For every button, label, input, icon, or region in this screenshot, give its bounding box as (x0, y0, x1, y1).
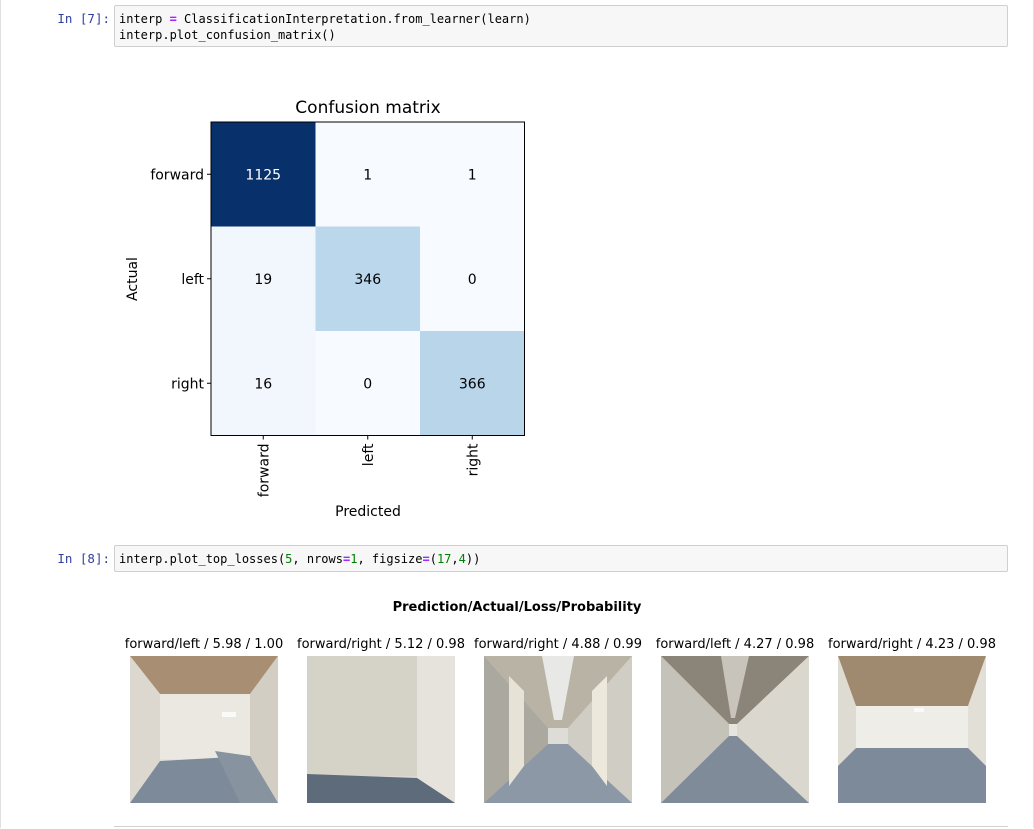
code-number: 1 (350, 552, 358, 566)
heatmap-cell (315, 226, 421, 332)
cell-value-label: 1125 (245, 167, 281, 183)
code-operator: = (422, 552, 430, 566)
cell-value-label: 1 (468, 167, 477, 183)
loss-image (307, 656, 455, 803)
heatmap-cell (420, 226, 525, 332)
heatmap-cell (211, 226, 316, 332)
code-number: 17 (436, 552, 452, 566)
loss-image (130, 656, 278, 803)
cell-prompt: In [8]: (57, 551, 110, 566)
heatmap-cell (420, 122, 525, 227)
code-operator: = (342, 552, 351, 566)
code-line: interp.plot_confusion_matrix() (119, 27, 1003, 43)
code-operator: = (169, 12, 177, 26)
loss-caption: forward/right / 4.88 / 0.99 (474, 637, 642, 652)
code-text: ClassificationInterpretation.from_learne… (176, 12, 531, 26)
heatmap-cell (211, 122, 316, 227)
code-text: interp (119, 12, 170, 26)
loss-image (661, 656, 809, 803)
code-number: 5 (285, 552, 293, 566)
code-text: interp.plot_confusion_matrix() (119, 28, 336, 42)
code-text: ( (429, 552, 437, 566)
loss-caption: forward/right / 4.23 / 0.98 (828, 637, 996, 652)
loss-caption: forward/right / 5.12 / 0.98 (297, 637, 465, 652)
heatmap-cell (420, 331, 525, 436)
code-text: , nrows (292, 552, 343, 566)
cell-value-label: 1 (363, 167, 372, 183)
y-tick-label: left (181, 272, 204, 288)
loss-caption: forward/left / 5.98 / 1.00 (124, 637, 284, 652)
heatmap-cell (211, 331, 316, 436)
cell-prompt: In [7]: (57, 11, 110, 26)
y-axis-label: Actual (125, 257, 141, 301)
cell-value-label: 19 (254, 272, 272, 288)
code-cell-input[interactable]: interp.plot_top_losses(5, nrows=1, figsi… (114, 545, 1008, 572)
cell-value-label: 366 (459, 376, 486, 392)
code-line: interp = ClassificationInterpretation.fr… (119, 11, 1003, 27)
top-losses-title: Prediction/Actual/Loss/Probability (392, 600, 642, 615)
code-line: interp.plot_top_losses(5, nrows=1, figsi… (119, 551, 1003, 567)
x-tick-label: left (361, 443, 377, 466)
loss-image (484, 656, 632, 803)
cell-value-label: 16 (254, 376, 272, 392)
y-tick-label: forward (150, 167, 204, 183)
code-text: , (451, 552, 459, 566)
x-axis-label: Predicted (335, 504, 401, 520)
loss-caption: forward/left / 4.27 / 0.98 (655, 637, 815, 652)
code-text: , figsize (357, 552, 423, 566)
loss-image (838, 656, 986, 803)
y-tick-label: right (171, 376, 204, 392)
code-text: interp.plot_top_losses( (119, 552, 286, 566)
cell-value-label: 346 (354, 272, 381, 288)
next-cell-edge (114, 826, 1008, 829)
confusion-matrix-plot: 1125 1 1 19 346 0 16 0 366 forward left right forwar… (150, 121, 525, 498)
code-number: 4 (458, 552, 466, 566)
x-tick-label: right (465, 443, 481, 476)
chart-title: Confusion matrix (295, 98, 441, 118)
cell-value-label: 0 (468, 272, 477, 288)
heatmap-cell (315, 122, 421, 227)
code-text: )) (465, 552, 481, 566)
x-tick-label: forward (256, 444, 272, 498)
code-cell-input[interactable]: interp = ClassificationInterpretation.fr… (114, 5, 1008, 47)
heatmap-cell (315, 331, 421, 436)
confusion-matrix-figure: Confusion matrix 1125 1 1 19 346 0 16 0 366 forwa… (125, 98, 525, 520)
cell-value-label: 0 (363, 376, 372, 392)
